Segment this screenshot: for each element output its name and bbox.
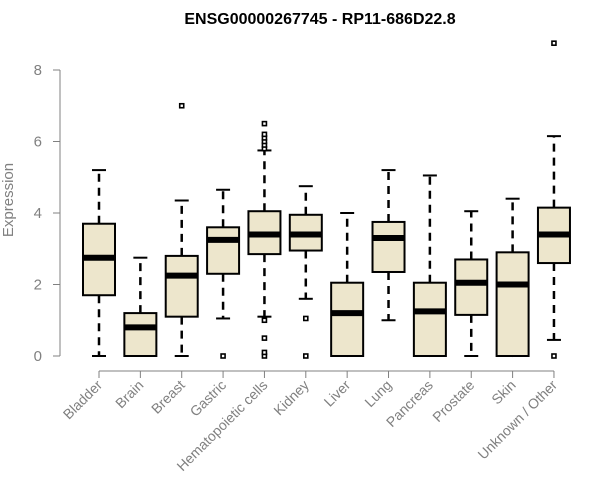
outlier-point	[261, 335, 268, 341]
y-tick-label: 2	[34, 277, 42, 294]
x-tick-label: Skin	[488, 377, 519, 408]
outlier-point	[178, 102, 185, 109]
x-tick-label: Breast	[148, 377, 188, 417]
outlier-point	[261, 131, 268, 138]
x-tick-label: Unknown / Other	[474, 377, 560, 463]
box-group	[123, 256, 158, 358]
box	[371, 220, 406, 273]
outlier-point	[261, 317, 268, 324]
outlier-point	[261, 349, 268, 356]
plot-area	[82, 40, 571, 359]
outlier-point	[302, 353, 309, 359]
box-group	[371, 169, 406, 322]
x-tick-label: Kidney	[270, 377, 312, 419]
box-group	[247, 120, 282, 359]
y-tick-label: 0	[34, 348, 42, 365]
chart-title: ENSG00000267745 - RP11-686D22.8	[184, 11, 455, 28]
y-tick-label: 8	[34, 62, 42, 79]
outlier-point	[302, 315, 309, 322]
box-group	[454, 210, 489, 357]
outlier-point	[551, 40, 557, 46]
y-tick-label: 6	[34, 134, 42, 151]
box-group	[412, 174, 447, 357]
box-group	[536, 40, 571, 359]
box	[495, 251, 530, 357]
box	[454, 258, 489, 316]
box	[123, 312, 158, 358]
x-tick-label: Prostate	[429, 377, 477, 425]
box-group	[206, 188, 241, 359]
x-tick-label: Bladder	[60, 377, 106, 423]
box-group	[82, 169, 116, 357]
y-axis-label: Expression	[0, 163, 17, 237]
y-axis: 0 2 4 6 8	[34, 62, 61, 365]
box-group	[288, 185, 323, 359]
box	[330, 281, 365, 357]
outlier-point	[551, 353, 557, 359]
x-tick-label: Lung	[361, 377, 394, 410]
y-tick-label: 4	[34, 205, 42, 222]
x-tick-label: Liver	[321, 377, 354, 410]
x-tick-label: Brain	[112, 377, 146, 411]
box-group	[330, 212, 365, 357]
box-group	[164, 102, 199, 357]
outlier-point	[261, 120, 268, 127]
box	[412, 281, 447, 357]
outlier-point	[220, 353, 226, 359]
box	[206, 226, 241, 275]
box	[164, 254, 199, 318]
box-group	[495, 197, 530, 357]
